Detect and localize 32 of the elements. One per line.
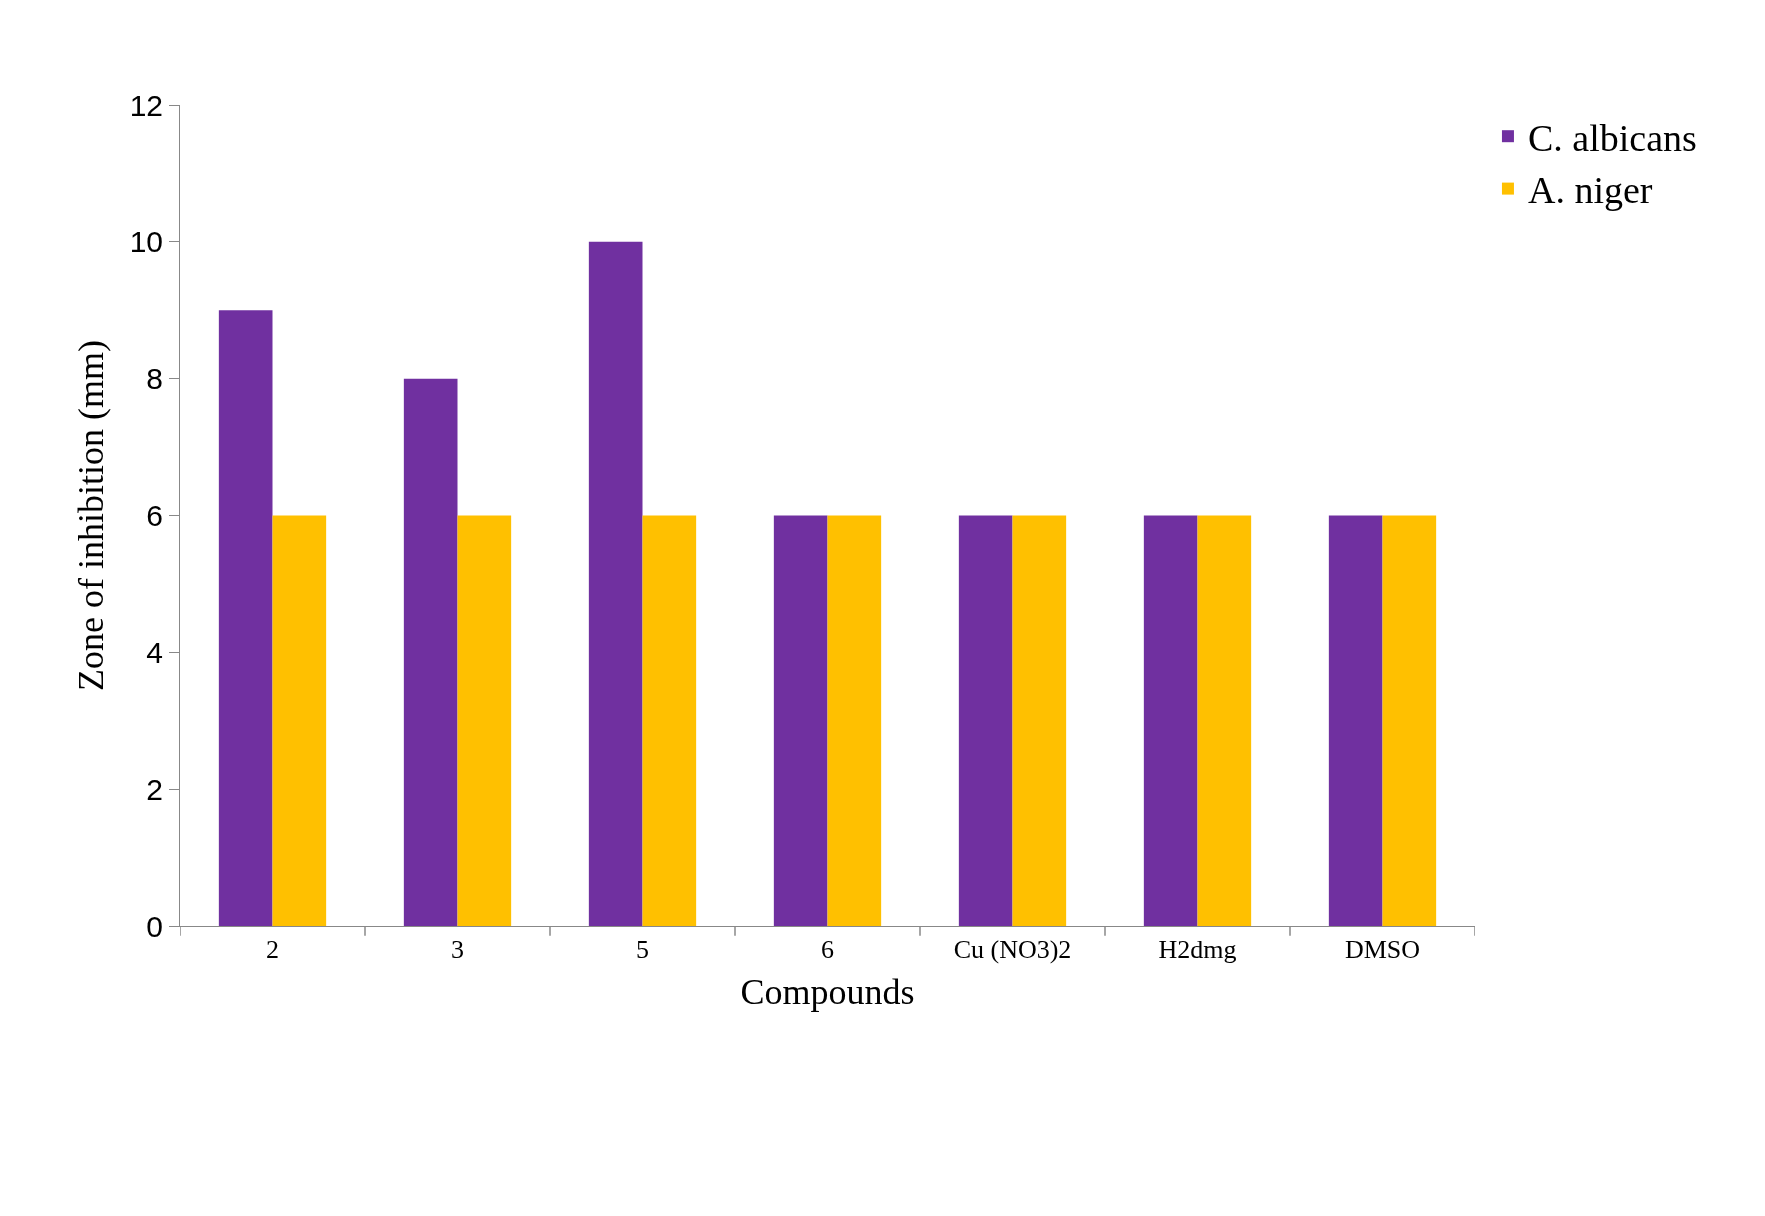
bar [1382,515,1437,926]
y-axis-title: Zone of inhibition (mm) [70,340,111,691]
x-tick-label: 6 [821,935,834,965]
x-axis-title: Compounds [740,971,915,1012]
bar [642,515,697,926]
x-tick-label: 5 [636,935,649,965]
y-tick-label: 4 [146,635,163,669]
y-tick-label: 8 [146,362,163,396]
bar [773,515,828,926]
bar [1197,515,1252,926]
bar [1328,515,1383,926]
bar [457,515,512,926]
bar [1012,515,1067,926]
y-tick-label: 10 [129,225,163,259]
bar [272,515,327,926]
x-tick-label: 2 [266,935,279,965]
y-tick-label: 12 [129,88,163,122]
bar [588,241,643,926]
bar [1143,515,1198,926]
x-tick-label: H2dmg [1158,935,1237,965]
x-tick-label: 3 [451,935,464,965]
y-tick-label: 6 [146,499,163,532]
x-tick-label: Cu (NO3)2 [953,935,1072,965]
bar [218,310,273,926]
bar [958,515,1013,926]
legend-label: A. niger [1527,169,1653,212]
legend-label: C. albicans [1527,117,1697,160]
y-tick-label: 0 [146,909,163,943]
bar [403,378,458,926]
bar [827,515,882,926]
y-tick-label: 2 [146,772,163,806]
x-tick-label: DMSO [1344,935,1421,965]
